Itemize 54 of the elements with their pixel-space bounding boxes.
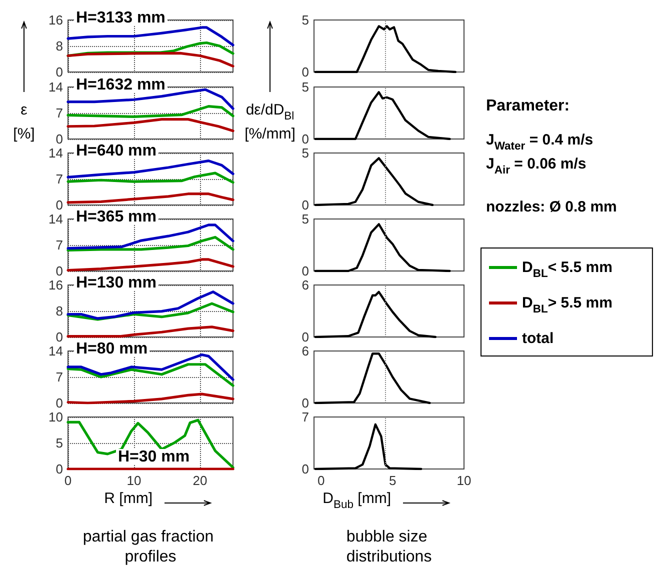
y-tick-label: 0 bbox=[302, 330, 309, 344]
y-tick-label: 14 bbox=[48, 344, 63, 358]
y-tick-label: 14 bbox=[48, 146, 63, 160]
y-tick-label: 7 bbox=[56, 106, 63, 120]
y-tick-label: 7 bbox=[56, 370, 63, 384]
chart-title: H=80 mm bbox=[76, 340, 148, 358]
legend-label: total bbox=[522, 330, 554, 347]
y-tick-label: 5 bbox=[302, 146, 309, 160]
y-tick-label: 8 bbox=[56, 38, 63, 54]
y-tick-label: 7 bbox=[56, 172, 63, 186]
y-tick-label: 7 bbox=[56, 238, 63, 252]
y-tick-label: 0 bbox=[302, 462, 309, 476]
y-tick-label: 0 bbox=[302, 396, 309, 410]
y-tick-label: 5 bbox=[302, 80, 309, 94]
y-axis-title: ε [%] bbox=[13, 102, 35, 142]
y-tick-label: 0 bbox=[56, 132, 63, 146]
y-tick-label: 0 bbox=[56, 330, 63, 344]
x-tick-label: 10 bbox=[456, 473, 472, 488]
y-tick-label: 6 bbox=[302, 344, 309, 358]
chart-title: H=365 mm bbox=[76, 208, 156, 226]
y-tick-label: 10 bbox=[48, 410, 63, 424]
y-tick-label: 0 bbox=[56, 396, 63, 410]
chart-title: H=3133 mm bbox=[76, 10, 166, 26]
y-tick-label: 0 bbox=[56, 64, 63, 80]
x-axis-title: R [mm] bbox=[104, 490, 153, 507]
y-tick-label: 0 bbox=[302, 132, 309, 146]
y-tick-label: 0 bbox=[302, 264, 309, 278]
y-tick-label: 16 bbox=[48, 12, 63, 28]
y-tick-label: 8 bbox=[56, 304, 63, 318]
x-tick-label: 0 bbox=[318, 473, 325, 488]
y-tick-label: 0 bbox=[56, 264, 63, 278]
y-tick-label: 5 bbox=[302, 212, 309, 226]
y-tick-label: 0 bbox=[56, 198, 63, 212]
y-tick-label: 7 bbox=[302, 410, 309, 424]
y-tick-label: 0 bbox=[302, 64, 309, 80]
x-tick-label: 20 bbox=[192, 473, 208, 488]
y-tick-label: 5 bbox=[56, 436, 63, 450]
text: bubble size distributions bbox=[346, 528, 432, 566]
text: partial gas fraction profiles bbox=[82, 528, 218, 566]
x-tick-label: 5 bbox=[388, 473, 396, 488]
y-tick-label: 0 bbox=[302, 198, 309, 212]
text: H=30 mm bbox=[118, 448, 190, 466]
y-tick-label: 6 bbox=[302, 278, 309, 292]
y-tick-label: 14 bbox=[48, 212, 63, 226]
y-tick-label: 5 bbox=[302, 12, 309, 28]
text: nozzles: Ø 0.8 mm bbox=[486, 198, 617, 216]
chart-title: H=1632 mm bbox=[76, 76, 166, 94]
y-tick-label: 0 bbox=[56, 462, 63, 476]
y-tick-label: 16 bbox=[48, 278, 63, 292]
text: Parameter: bbox=[486, 98, 570, 114]
y-tick-label: 14 bbox=[48, 80, 63, 94]
x-tick-label: 10 bbox=[126, 473, 142, 488]
chart-title: H=130 mm bbox=[76, 274, 156, 292]
chart-title: H=640 mm bbox=[76, 142, 156, 160]
